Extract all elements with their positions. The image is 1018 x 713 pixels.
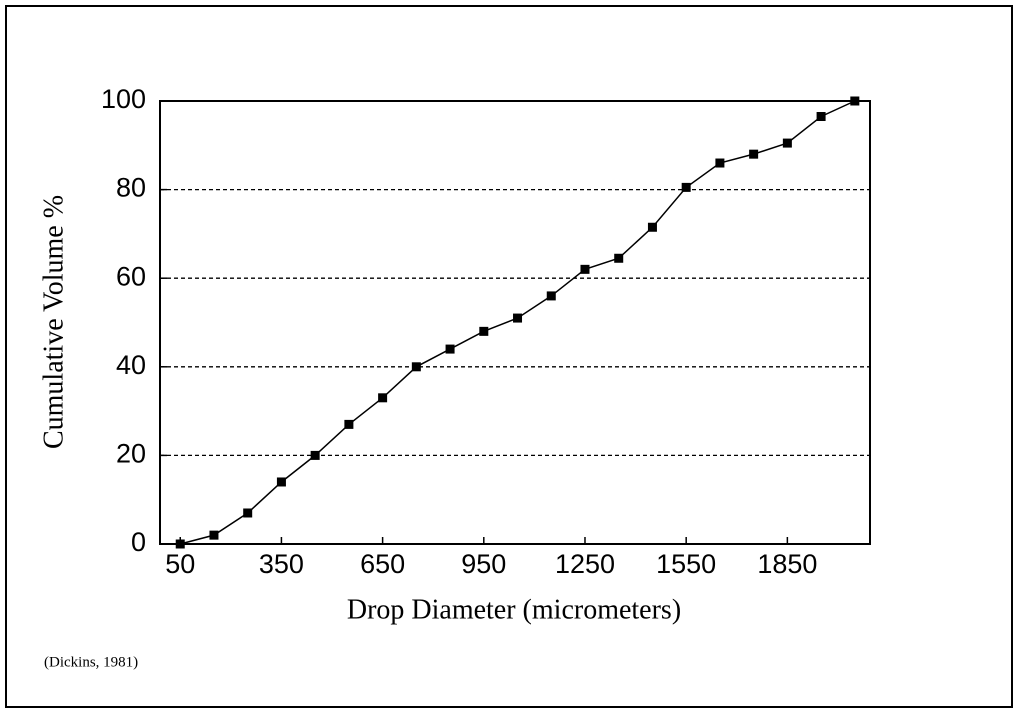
x-tick-label: 1850: [757, 549, 817, 579]
x-tick-label: 50: [165, 549, 195, 579]
x-tick-label: 950: [461, 549, 506, 579]
x-tick-label: 1250: [555, 549, 615, 579]
y-tick-label: 40: [116, 350, 146, 380]
data-point: [310, 450, 320, 460]
data-point: [344, 419, 354, 429]
y-tick-label: 60: [116, 261, 146, 291]
data-point: [782, 138, 792, 148]
y-tick-label: 100: [101, 84, 146, 114]
y-tick-label: 20: [116, 439, 146, 469]
data-point: [580, 264, 590, 274]
data-point: [378, 393, 388, 403]
data-point: [243, 508, 253, 518]
data-point: [209, 530, 219, 540]
data-point: [479, 326, 489, 336]
data-point: [445, 344, 455, 354]
x-axis-label: Drop Diameter (micrometers): [347, 594, 681, 625]
y-tick-label: 80: [116, 173, 146, 203]
data-point: [850, 96, 860, 106]
y-tick-label: 0: [131, 527, 146, 557]
data-point: [276, 477, 286, 487]
data-point: [715, 158, 725, 168]
data-point: [647, 222, 657, 232]
data-point: [614, 253, 624, 263]
plot-area: [159, 100, 871, 545]
data-point: [816, 112, 826, 122]
x-tick-label: 350: [259, 549, 304, 579]
data-point: [175, 539, 185, 549]
frame: [5, 5, 1013, 708]
data-point: [513, 313, 523, 323]
data-point: [411, 362, 421, 372]
y-axis-label: Cumulative Volume %: [38, 195, 69, 449]
x-tick-label: 1550: [656, 549, 716, 579]
data-point: [681, 182, 691, 192]
annotation: (Dickins, 1981): [44, 654, 138, 670]
x-tick-label: 650: [360, 549, 405, 579]
data-point: [749, 149, 759, 159]
data-point: [546, 291, 556, 301]
